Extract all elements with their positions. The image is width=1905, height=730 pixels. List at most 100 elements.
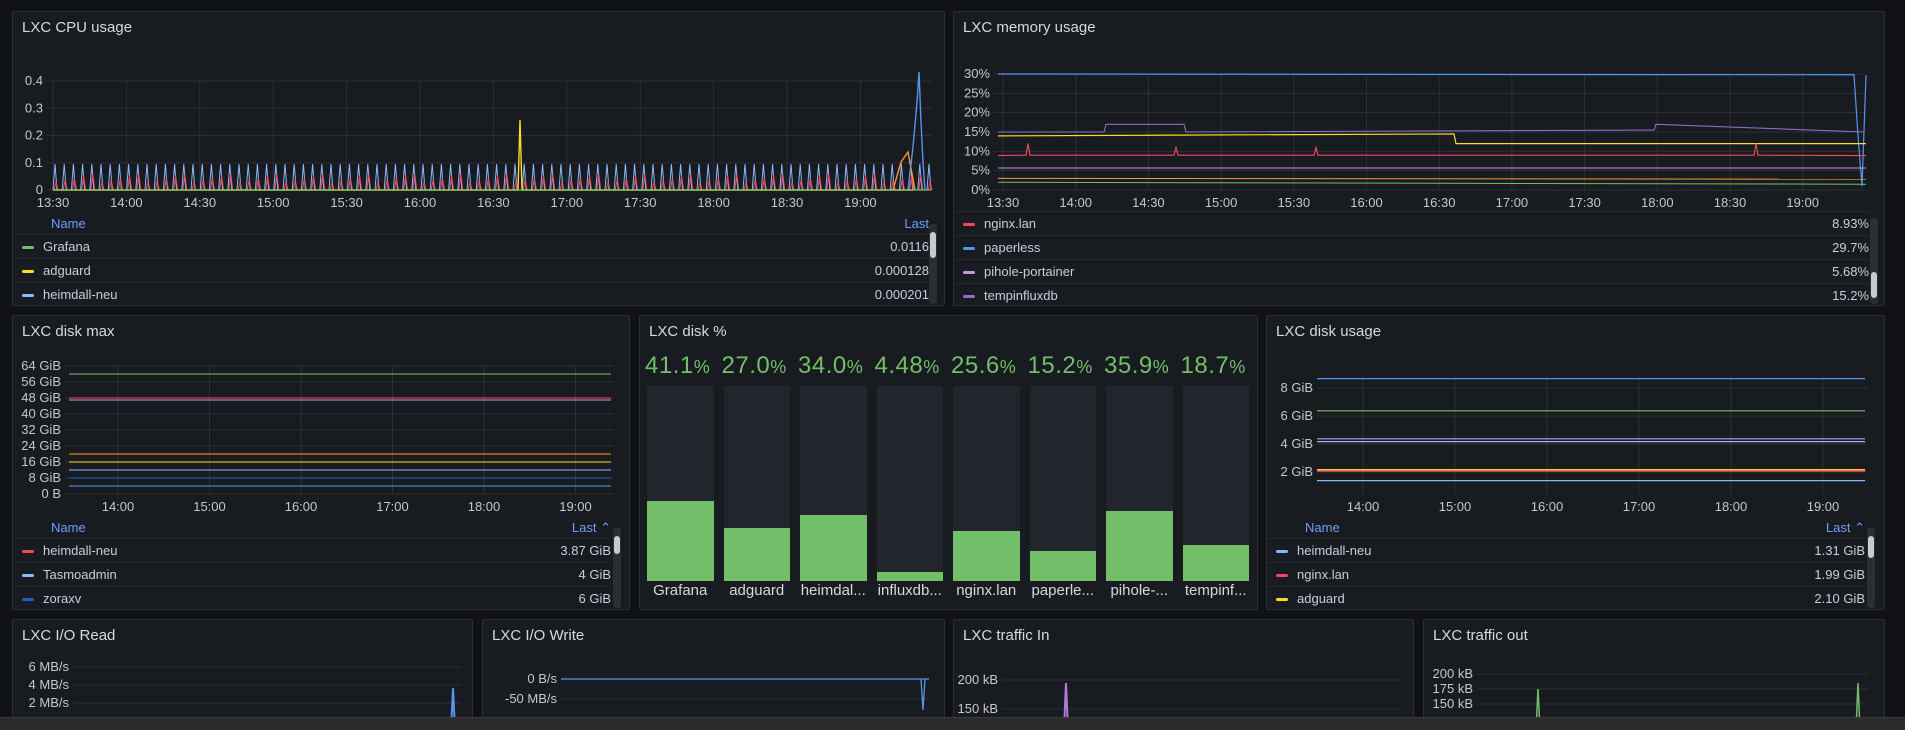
traffic-out-panel: LXC traffic out 200 kB 175 kB 150 kB — [1423, 619, 1885, 729]
x-tick-label: 14:00 — [1347, 499, 1380, 514]
y-tick-label: 15% — [964, 124, 990, 139]
legend-scrollbar[interactable] — [613, 528, 621, 608]
gauge-fill-bar — [723, 528, 790, 581]
legend-last-header[interactable]: Last ⌃ — [1825, 520, 1865, 535]
series-last-value: 2.10 GiB — [1814, 591, 1865, 606]
legend-scrollbar[interactable] — [929, 224, 937, 304]
series-last-value: 15.2% — [1832, 288, 1869, 303]
series-name: heimdall-neu — [43, 543, 118, 558]
disk-percent-bargauge: 41.1% Grafana 27.0% adguard 34.0% heimdal... 4… — [640, 316, 1257, 609]
legend-row[interactable]: zoraxv 6 GiB — [13, 586, 611, 609]
series-name: pihole-portainer — [984, 264, 1075, 279]
gauge-label: tempinf... — [1184, 582, 1247, 599]
legend-row[interactable]: paperless 29.7% — [954, 235, 1869, 259]
legend-row[interactable]: heimdall-neu 0.000201 — [13, 282, 929, 305]
series-last-value: 5.68% — [1832, 264, 1869, 279]
x-tick-label: 16:00 — [285, 499, 318, 514]
panel-title: LXC disk max — [22, 323, 115, 340]
spike-series — [907, 71, 926, 191]
y-tick-label: 16 GiB — [21, 454, 61, 469]
panel-title: LXC traffic out — [1433, 627, 1528, 644]
series-last-value: 6 GiB — [578, 591, 611, 606]
memory-chart[interactable]: 30% 25% 20% 15% 10% 5% 0%13:30 14:00 14:30 15:00 1… — [954, 12, 1885, 217]
gauge-value-number: 25.6 — [951, 352, 1000, 379]
gauge-value: 15.2% — [1028, 352, 1093, 380]
x-tick-label: 18:00 — [697, 195, 730, 210]
gauge-value-unit: % — [846, 357, 864, 377]
disk-usage-chart[interactable]: 8 GiB 6 GiB 4 GiB 2 GiB 14:00 15:00 16:00 17:00… — [1267, 316, 1885, 521]
y-tick-label: 8 GiB — [1280, 380, 1313, 395]
gauge-value-number: 41.1 — [645, 352, 694, 379]
series-last-value: 8.93% — [1832, 216, 1869, 231]
gauge-value-number: 4.48 — [874, 352, 924, 379]
y-tick-label: 150 kB — [1433, 696, 1473, 711]
axis-group: 6 MB/s 4 MB/s 2 MB/s — [29, 659, 461, 710]
y-tick-label: 200 kB — [958, 672, 998, 687]
y-tick-label: 0 — [36, 182, 43, 197]
legend-row[interactable]: adguard 0.000128 — [13, 258, 929, 282]
series-color-swatch — [22, 246, 34, 249]
series-color-swatch — [22, 574, 34, 577]
legend-header: Name Last — [51, 216, 929, 234]
memory-usage-panel: LXC memory usage 30% 25% 20% 15% 10% 5% 0% 13:3… — [953, 11, 1885, 306]
legend-row[interactable]: heimdall-neu 3.87 GiB — [13, 538, 611, 562]
traffic-out-spike — [1535, 688, 1541, 728]
x-tick-label: 17:30 — [624, 195, 657, 210]
y-tick-label: 0 B — [41, 486, 61, 501]
legend-scrollbar[interactable] — [1870, 218, 1878, 304]
y-tick-label: 5% — [971, 163, 990, 178]
gauge-track — [1106, 386, 1173, 581]
io-write-spike — [920, 678, 926, 711]
legend-last-header[interactable]: Last ⌃ — [571, 520, 611, 535]
x-tick-label: 17:00 — [1496, 195, 1529, 210]
series-name: Grafana — [43, 239, 90, 254]
legend-last-header[interactable]: Last — [904, 216, 929, 231]
legend-row[interactable]: tempinfluxdb 15.2% — [954, 283, 1869, 305]
gauge-label: adguard — [729, 582, 785, 599]
legend-row[interactable]: Tasmoadmin 4 GiB — [13, 562, 611, 586]
nginx-series — [997, 143, 1867, 157]
y-tick-label: 4 GiB — [1280, 436, 1313, 451]
gauge-label: pihole-... — [1110, 582, 1169, 599]
x-tick-label: 16:00 — [1531, 499, 1564, 514]
x-tick-label: 19:00 — [844, 195, 877, 210]
io-write-chart[interactable]: 0 B/s -50 MB/s — [483, 620, 945, 729]
cpu-chart[interactable]: 0.4 0.3 0.2 0.1 013:30 14:00 14:30 15:00 15:30 16… — [13, 12, 945, 217]
x-tick-label: 16:00 — [404, 195, 437, 210]
x-tick-label: 15:30 — [330, 195, 363, 210]
legend-row[interactable]: nginx.lan 8.93% — [954, 211, 1869, 235]
series-last-value: 29.7% — [1832, 240, 1869, 255]
gauge-label: nginx.lan — [956, 582, 1017, 599]
legend-row[interactable]: adguard 2.10 GiB — [1267, 586, 1865, 609]
gauge-track — [1182, 386, 1249, 581]
series-color-swatch — [1276, 550, 1288, 553]
gauge-value-number: 15.2 — [1027, 352, 1077, 379]
io-read-spike — [450, 687, 456, 728]
legend-row[interactable]: heimdall-neu 1.31 GiB — [1267, 538, 1865, 562]
gauge-value-number: 18.7 — [1180, 352, 1230, 379]
x-tick-label: 18:00 — [1715, 499, 1748, 514]
panel-title: LXC I/O Read — [22, 627, 116, 644]
legend-row[interactable]: nginx.lan 1.99 GiB — [1267, 562, 1865, 586]
x-tick-label: 17:00 — [551, 195, 584, 210]
legend-row[interactable]: Grafana 0.0116 — [13, 234, 929, 258]
y-tick-label: 25% — [964, 85, 990, 100]
traffic-in-chart[interactable]: 200 kB 150 kB — [954, 620, 1414, 729]
legend-name-header[interactable]: Name — [51, 520, 86, 535]
y-tick-label: 6 GiB — [1280, 408, 1313, 423]
y-tick-label: 2 MB/s — [29, 695, 70, 710]
io-read-chart[interactable]: 6 MB/s 4 MB/s 2 MB/s — [13, 620, 473, 729]
yellow-series — [997, 133, 1866, 145]
y-tick-label: 64 GiB — [21, 358, 61, 373]
legend-name-header[interactable]: Name — [51, 216, 86, 231]
y-tick-label: 200 kB — [1433, 666, 1473, 681]
legend-name-header[interactable]: Name — [1305, 520, 1340, 535]
legend-scrollbar[interactable] — [1867, 528, 1875, 608]
series-color-swatch — [963, 247, 975, 250]
legend-row[interactable]: pihole-portainer 5.68% — [954, 259, 1869, 283]
y-tick-label: 0.4 — [25, 73, 43, 88]
gauge-value: 41.1% — [645, 352, 710, 380]
